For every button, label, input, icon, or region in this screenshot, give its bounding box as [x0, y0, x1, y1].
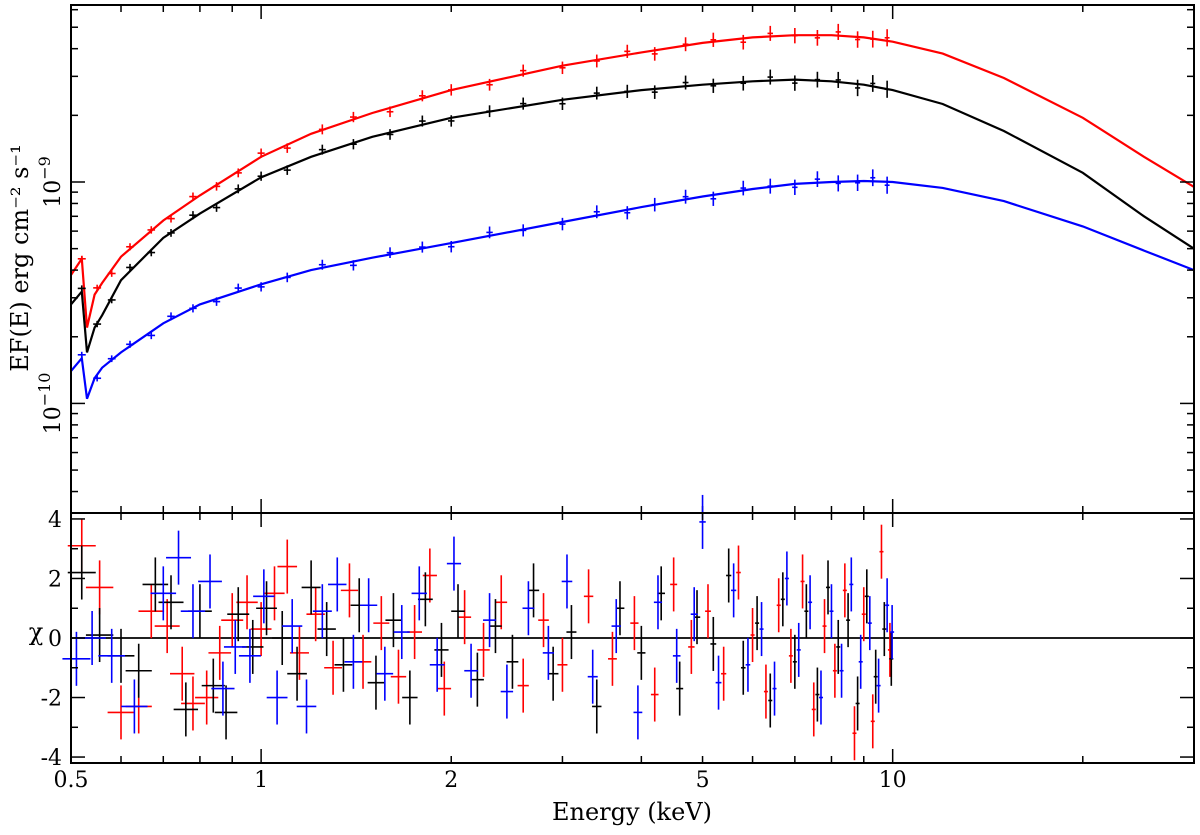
residual-data-points: [62, 494, 895, 761]
energy-tick-label: 0.5: [54, 768, 89, 793]
chi-tick-label: 0: [48, 627, 62, 652]
energy-axis-title: Energy (keV): [552, 798, 712, 826]
spectrum-axis-ticks: [70, 5, 1195, 513]
energy-tick-label: 10: [879, 768, 907, 793]
y-tick-label-exponent: −9: [35, 156, 54, 180]
y-tick-label-base: 10: [41, 180, 66, 208]
model-curves: [70, 34, 1195, 400]
y-tick-label-text: 10−10: [35, 373, 66, 435]
energy-tick-label: 1: [254, 768, 268, 793]
y-tick-label: 10−9: [35, 156, 66, 208]
residual-panel: 4 2 0 -2 -4 0.5 1 2 5 10 χ Energy (keV): [29, 494, 1195, 826]
y-tick-label-exponent: −10: [35, 373, 54, 407]
energy-tick-labels: 0.5 1 2 5 10: [54, 768, 907, 793]
chi-tick-label: -2: [41, 687, 62, 712]
chi-tick-label: -4: [41, 746, 62, 771]
energy-tick-label: 5: [696, 768, 710, 793]
spectrum-panel-frame: [70, 4, 1195, 514]
spectrum-panel: 10−910−10 EF(E) erg cm⁻² s⁻¹: [6, 4, 1195, 514]
model-curve-black: [70, 78, 1195, 353]
spectrum-y-tick-labels: 10−910−10: [35, 156, 66, 434]
model-curve-blue: [70, 179, 1195, 400]
energy-tick-label: 2: [444, 768, 458, 793]
y-tick-label-text: 10−9: [35, 156, 66, 208]
residual-axis-ticks: [70, 513, 1195, 763]
chi-tick-label: 2: [48, 568, 62, 593]
y-tick-label: 10−10: [35, 373, 66, 435]
spectrum-plot-area: [70, 23, 1195, 400]
residual-y-tick-labels: 4 2 0 -2 -4: [41, 508, 62, 771]
model-curve-red: [70, 34, 1195, 328]
spectrum-y-axis-title: EF(E) erg cm⁻² s⁻¹: [6, 144, 34, 371]
spectrum-data-points: [77, 23, 890, 382]
chi-tick-label: 4: [48, 508, 62, 533]
residual-y-axis-title: χ: [29, 618, 44, 646]
y-tick-label-base: 10: [41, 406, 66, 434]
